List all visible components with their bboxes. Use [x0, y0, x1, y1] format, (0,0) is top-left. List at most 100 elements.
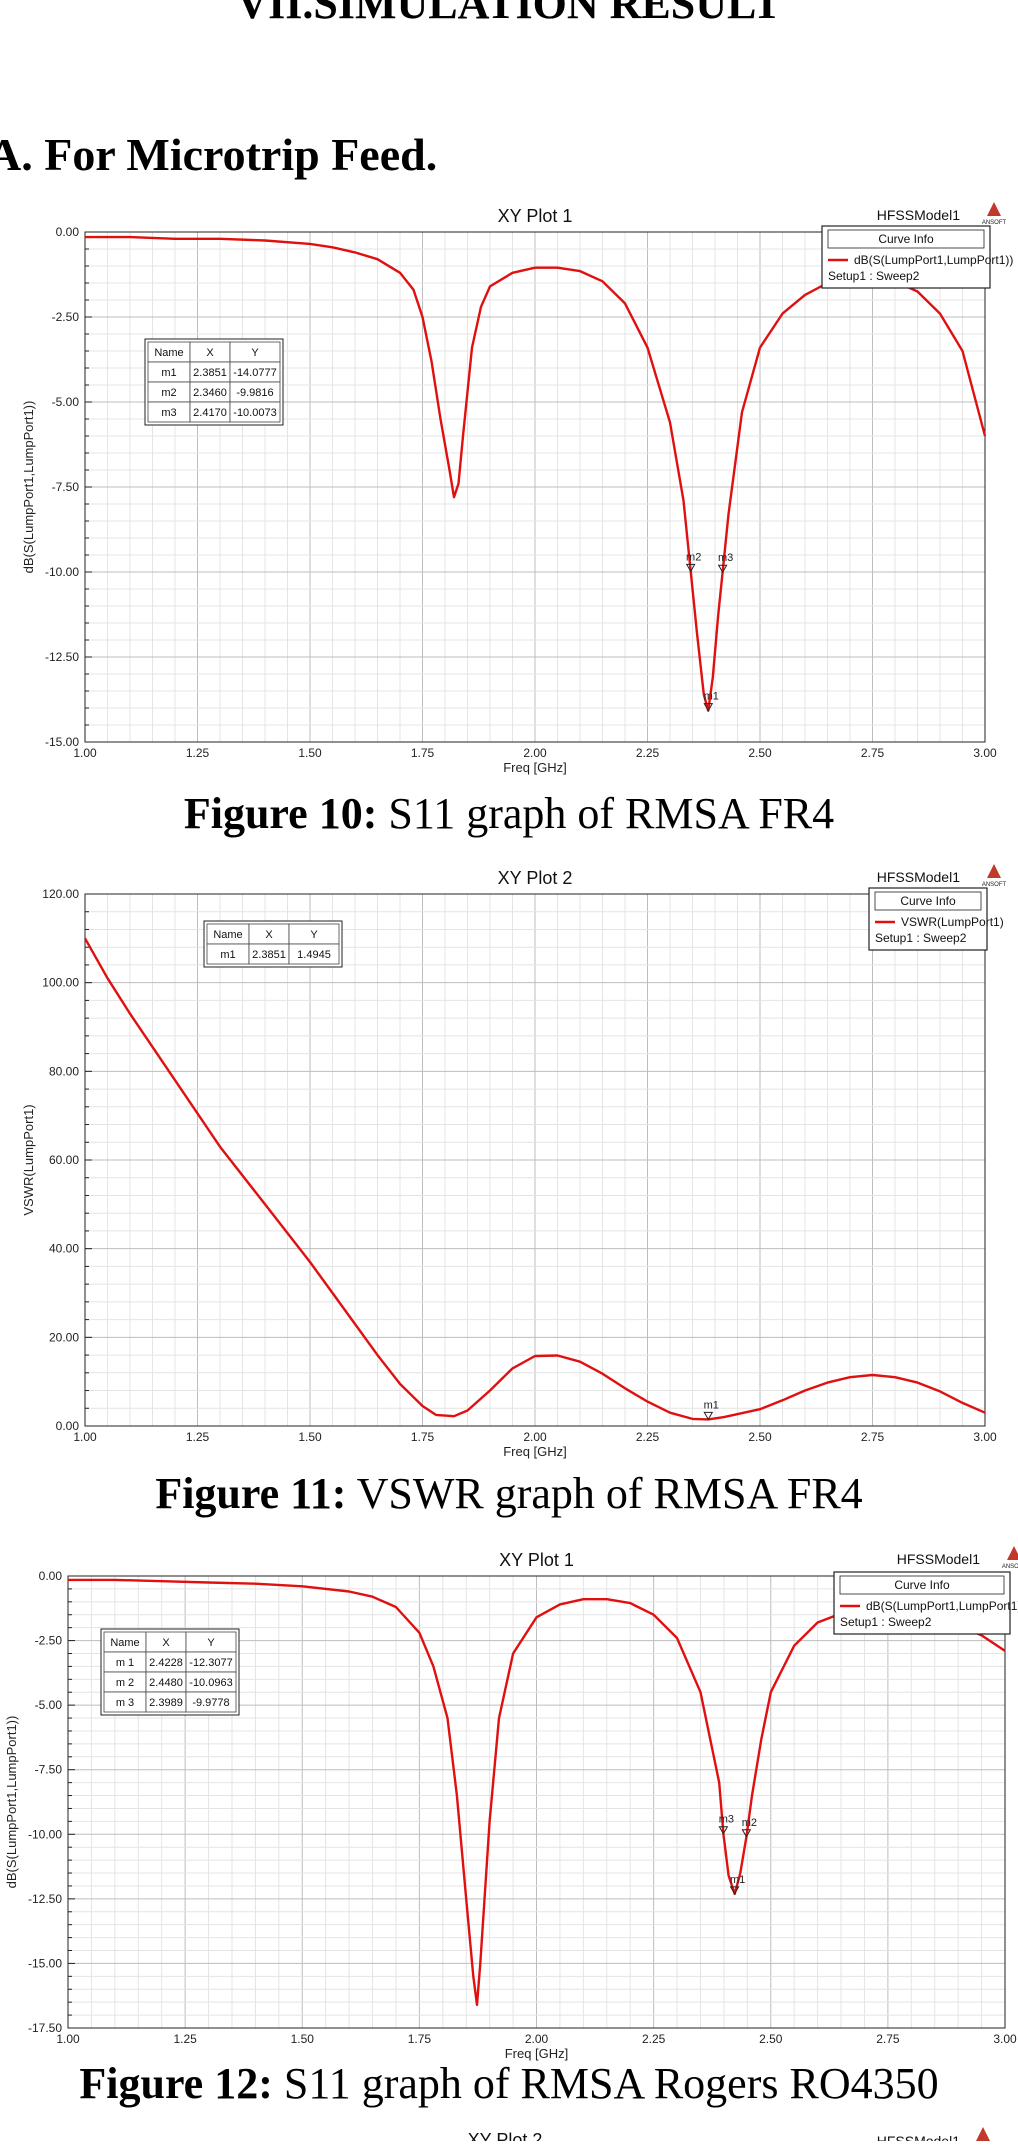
plot-title: XY Plot 1 [499, 1550, 574, 1570]
x-tick-label: 2.50 [759, 2032, 783, 2046]
marker-label: m2 [742, 1817, 757, 1829]
marker-table-value: -9.9778 [192, 1697, 229, 1709]
y-axis-label: dB(S(LumpPort1,LumpPort1)) [4, 1716, 19, 1889]
marker-table-value: -10.0963 [189, 1677, 232, 1689]
marker-table-value: 2.4480 [149, 1677, 183, 1689]
y-axis-label: VSWR(LumpPort1) [21, 1104, 36, 1215]
marker-table-cell [185, 1691, 237, 1713]
marker-table: Name X Ym 1 2.4228 -12.3077 m 2 2.4480 -10.0963… [100, 1628, 240, 1716]
marker-table-header: Y [251, 347, 259, 359]
marker-triangle [718, 1826, 729, 1835]
marker-table-cell [229, 401, 281, 423]
vswr-ro4350-plot-partial: XY Plot 2 HFSSModel1 [0, 2120, 1018, 2146]
marker-table-header: X [206, 347, 214, 359]
marker-label: m1 [704, 1399, 719, 1411]
x-tick-label: 1.25 [186, 746, 210, 760]
legend-header-box [827, 229, 985, 249]
y-tick-label: 100.00 [42, 976, 79, 990]
marker-label: m3 [718, 552, 733, 564]
marker-table-header: Y [310, 929, 318, 941]
marker-table-header: Y [207, 1637, 215, 1649]
x-tick-label: 2.25 [636, 746, 660, 760]
model-label: HFSSModel1 [877, 2133, 960, 2141]
marker-table-value: -10.0073 [233, 407, 276, 419]
marker-table-header: X [162, 1637, 170, 1649]
marker-table: Name X Ym1 2.3851 -14.0777 m2 2.3460 -9.9816 m3 2… [144, 338, 284, 426]
marker-table-value: 1.4945 [297, 949, 331, 961]
x-tick-label: 1.25 [186, 1430, 210, 1444]
legend-entry: VSWR(LumpPort1) [901, 915, 1004, 929]
figure-10-label: Figure 10: [183, 789, 378, 838]
plot-svg: 1.00 1.25 1.50 1.75 2.00 2.25 2.50 2.75 3.00 120.… [21, 864, 1007, 1459]
x-tick-label: 3.00 [993, 2032, 1017, 2046]
marker-table-value: 2.4228 [149, 1657, 183, 1669]
series-line [83, 937, 986, 1421]
marker-triangle [703, 1411, 714, 1421]
marker-table-value: m 1 [116, 1657, 134, 1669]
marker-table-value: -14.0777 [233, 367, 276, 379]
legend-header-box [874, 891, 982, 911]
curve-info-legend: Curve Info VSWR(LumpPort1) Setup1 : Sweep2 [868, 887, 1004, 951]
model-label: HFSSModel1 [877, 207, 960, 223]
x-tick-label: 1.75 [411, 1430, 435, 1444]
y-tick-label: 120.00 [42, 887, 79, 901]
plot-svg: 1.00 1.25 1.50 1.75 2.00 2.25 2.50 2.75 3.00 0.00… [21, 202, 1013, 775]
marker-table-header: Name [154, 347, 183, 359]
marker-table-value: m 2 [116, 1677, 134, 1689]
marker-table-value: 2.3460 [193, 387, 227, 399]
x-tick-label: 3.00 [973, 1430, 997, 1444]
y-tick-label: 0.00 [39, 1569, 63, 1583]
figure-10-caption: Figure 10: S11 graph of RMSA FR4 [0, 788, 1018, 839]
marker-table-value: 2.3989 [149, 1697, 183, 1709]
x-tick-label: 1.75 [408, 2032, 432, 2046]
figure-12-text: S11 graph of RMSA Rogers RO4350 [272, 2059, 939, 2108]
ansoft-logo-icon [976, 2127, 990, 2141]
plot-title: XY Plot 2 [468, 2130, 543, 2141]
legend-entry-setup: Setup1 : Sweep2 [828, 269, 920, 283]
x-tick-label: 2.75 [876, 2032, 900, 2046]
marker-table-value: m 3 [116, 1697, 134, 1709]
x-tick-label: 3.00 [973, 746, 997, 760]
x-tick-label: 2.00 [523, 746, 547, 760]
legend-entry: dB(S(LumpPort1,LumpPort1)) [866, 1599, 1018, 1613]
ansoft-logo-icon [1007, 1546, 1018, 1560]
x-tick-label: 2.00 [525, 2032, 549, 2046]
marker-label: m3 [719, 1814, 734, 1826]
y-tick-label: -2.50 [52, 310, 80, 324]
y-tick-label: -12.50 [45, 650, 79, 664]
curve-info-legend: Curve Info dB(S(LumpPort1,LumpPort1)) Setu… [821, 225, 1013, 289]
model-label: HFSSModel1 [877, 869, 960, 885]
x-tick-label: 1.25 [173, 2032, 197, 2046]
x-tick-label: 2.25 [642, 2032, 666, 2046]
series-line [85, 235, 987, 712]
x-tick-label: 1.00 [73, 746, 97, 760]
plot-frame [67, 1575, 1006, 2029]
plot-title: XY Plot 2 [498, 868, 573, 888]
marker-table-value: 2.4170 [193, 407, 227, 419]
marker-label: m1 [704, 691, 719, 703]
y-tick-label: -7.50 [35, 1763, 63, 1777]
vswr-fr4-plot: 1.00 1.25 1.50 1.75 2.00 2.25 2.50 2.75 3.00 120.… [0, 856, 1018, 1466]
y-tick-label: -5.00 [52, 395, 80, 409]
marker-table: Name X Ym1 2.3851 1.4945 [203, 920, 343, 968]
legend-entry-setup: Setup1 : Sweep2 [875, 931, 967, 945]
marker-table-value: 2.3851 [193, 367, 227, 379]
x-tick-label: 2.50 [748, 1430, 772, 1444]
ansoft-logo-text: ANSOFT [982, 882, 1007, 888]
marker-table-value: m2 [161, 387, 176, 399]
marker-triangle [717, 564, 728, 574]
model-label: HFSSModel1 [897, 1551, 980, 1567]
marker-table-value: m1 [161, 367, 176, 379]
figure-12-label: Figure 12: [79, 2059, 273, 2108]
s11-ro4350-plot: 1.00 1.25 1.50 1.75 2.00 2.25 2.50 2.75 3.00 0.00… [0, 1540, 1018, 2070]
figure-11-caption: Figure 11: VSWR graph of RMSA FR4 [0, 1468, 1018, 1519]
ansoft-logo-text: ANSOFT [982, 220, 1007, 226]
s11-fr4-plot: 1.00 1.25 1.50 1.75 2.00 2.25 2.50 2.75 3.00 0.00… [0, 190, 1018, 790]
plot-frame [84, 893, 986, 1427]
series-line [68, 1578, 1006, 2006]
legend-header: Curve Info [900, 894, 956, 908]
marker-table-header: Name [110, 1637, 139, 1649]
marker-table-value: -12.3077 [189, 1657, 232, 1669]
y-tick-label: 40.00 [49, 1242, 79, 1256]
y-tick-label: -7.50 [52, 480, 80, 494]
